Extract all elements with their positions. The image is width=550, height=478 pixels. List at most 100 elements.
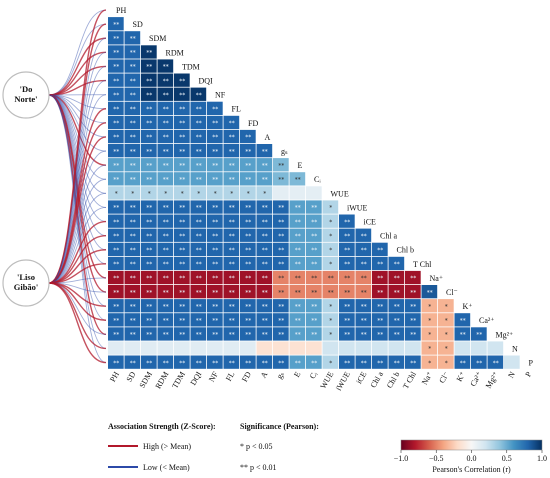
diag-label-sd: SD [133,20,143,29]
cell-mg-nf [207,327,223,341]
significance-star: ** [146,176,152,183]
significance-star: ** [146,148,152,155]
link-liso-gibao-c [48,178,107,284]
cell-iwue-g [273,200,289,214]
significance-star: ** [245,247,251,254]
cell-chl-a-g [273,228,289,242]
significance-star: ** [361,289,367,296]
cell-mg-fl [223,327,240,341]
diag-label-p: P [529,359,534,368]
cell-t-chl-ph [108,256,124,271]
cell-n-nf [207,341,223,355]
cell-n-na [421,341,438,355]
significance-star: ** [377,247,383,254]
colorbar-tick-label: −0.5 [429,454,444,463]
x-label-g: gₛ [275,370,286,381]
cell-p-chl-a [372,355,388,369]
cell-ca-fd [240,313,256,327]
cell-k-wue [322,299,339,313]
significance-star: ** [262,205,268,212]
cell-na-tdm [174,270,190,285]
colorbar-gradient [400,439,543,451]
x-label-tdm: TDM [170,370,187,390]
link-liso-gibao-n [48,282,107,350]
significance-star: ** [377,289,383,296]
x-label-chl-b: Chl b [385,370,402,390]
significance-star: ** [212,317,218,324]
significance-star: ** [196,247,202,254]
diag-label-ice: iCE [364,218,377,227]
significance-star: * [445,360,448,367]
cell-t-chl-chl-a [372,256,388,271]
significance-star: * [230,191,233,198]
cell-t-chl-c [306,256,322,271]
cell-n-a [256,341,273,355]
cell-ca-sdm [141,313,157,327]
cell-t-chl-sd [124,256,141,271]
group-node-liso-gibao: 'Liso Gibão' [2,259,50,307]
link-do-norte-ph [48,9,107,96]
cell-wue-fl [223,186,240,200]
cell-mg-k [454,327,471,341]
significance-star: ** [278,205,284,212]
significance-star: ** [262,176,268,183]
cell-p-a [256,355,273,369]
cell-n-ice [355,341,372,355]
significance-star: ** [245,332,251,339]
cell-na-a [256,270,273,285]
diag-label-ph: PH [116,6,126,15]
cell-chl-a-fd [240,228,256,242]
significance-star: ** [229,303,235,310]
cell-dqi-ph [108,73,124,87]
cell-mg-chl-a [372,327,388,341]
significance-star: ** [262,275,268,282]
x-label-mg: Mg²⁺ [484,370,501,390]
cell-ice-wue [322,214,339,228]
diag-label-cl: Cl⁻ [446,288,458,297]
significance-star: ** [229,247,235,254]
cell-tdm-sd [124,59,141,73]
significance-star: ** [113,120,119,127]
cell-cl-fl [223,285,240,299]
cell-wue-sdm [141,186,157,200]
cell-a-dqi [190,129,207,144]
significance-star: ** [196,261,202,268]
cell-t-chl-fd [240,256,256,271]
x-label-cl: Cl⁻ [437,370,451,385]
link-liso-gibao-wue [48,192,107,284]
cell-cl-dqi [190,285,207,299]
significance-star: ** [361,317,367,324]
significance-star: ** [245,162,251,169]
significance-star: ** [278,247,284,254]
significance-star: ** [212,205,218,212]
significance-star: ** [146,205,152,212]
cell-fl-rdm [157,101,174,115]
cell-ice-sd [124,214,141,228]
association-legend-low-label: Low (< Mean) [143,463,190,472]
link-liso-gibao-sd [48,23,107,284]
link-liso-gibao-t-chl [48,263,107,284]
diag-label-sdm: SDM [149,34,166,43]
cell-ice-tdm [174,214,190,228]
significance-star: ** [262,219,268,226]
cell-c-e [289,172,306,186]
cell-cl-iwue [339,285,355,299]
significance-star: ** [278,303,284,310]
significance-legend: Significance (Pearson): * p < 0.05 ** p … [240,422,319,472]
significance-star: * [263,191,266,198]
cell-t-chl-chl-b [388,256,405,271]
cell-fd-sd [124,115,141,130]
significance-star: ** [311,219,317,226]
cell-chl-b-sdm [141,242,157,256]
significance-star: ** [113,176,119,183]
cell-dqi-sdm [141,73,157,87]
heatmap-cells: **** **** ** **** ** ** **** ** ** ** **** ** ** ** **… [108,17,520,369]
significance-star: ** [229,134,235,141]
cell-p-na [421,355,438,369]
significance-star: ** [113,247,119,254]
cell-chl-b-fl [223,242,240,256]
cell-ice-iwue [339,214,355,228]
significance-star: ** [113,106,119,113]
significance-star: ** [196,162,202,169]
